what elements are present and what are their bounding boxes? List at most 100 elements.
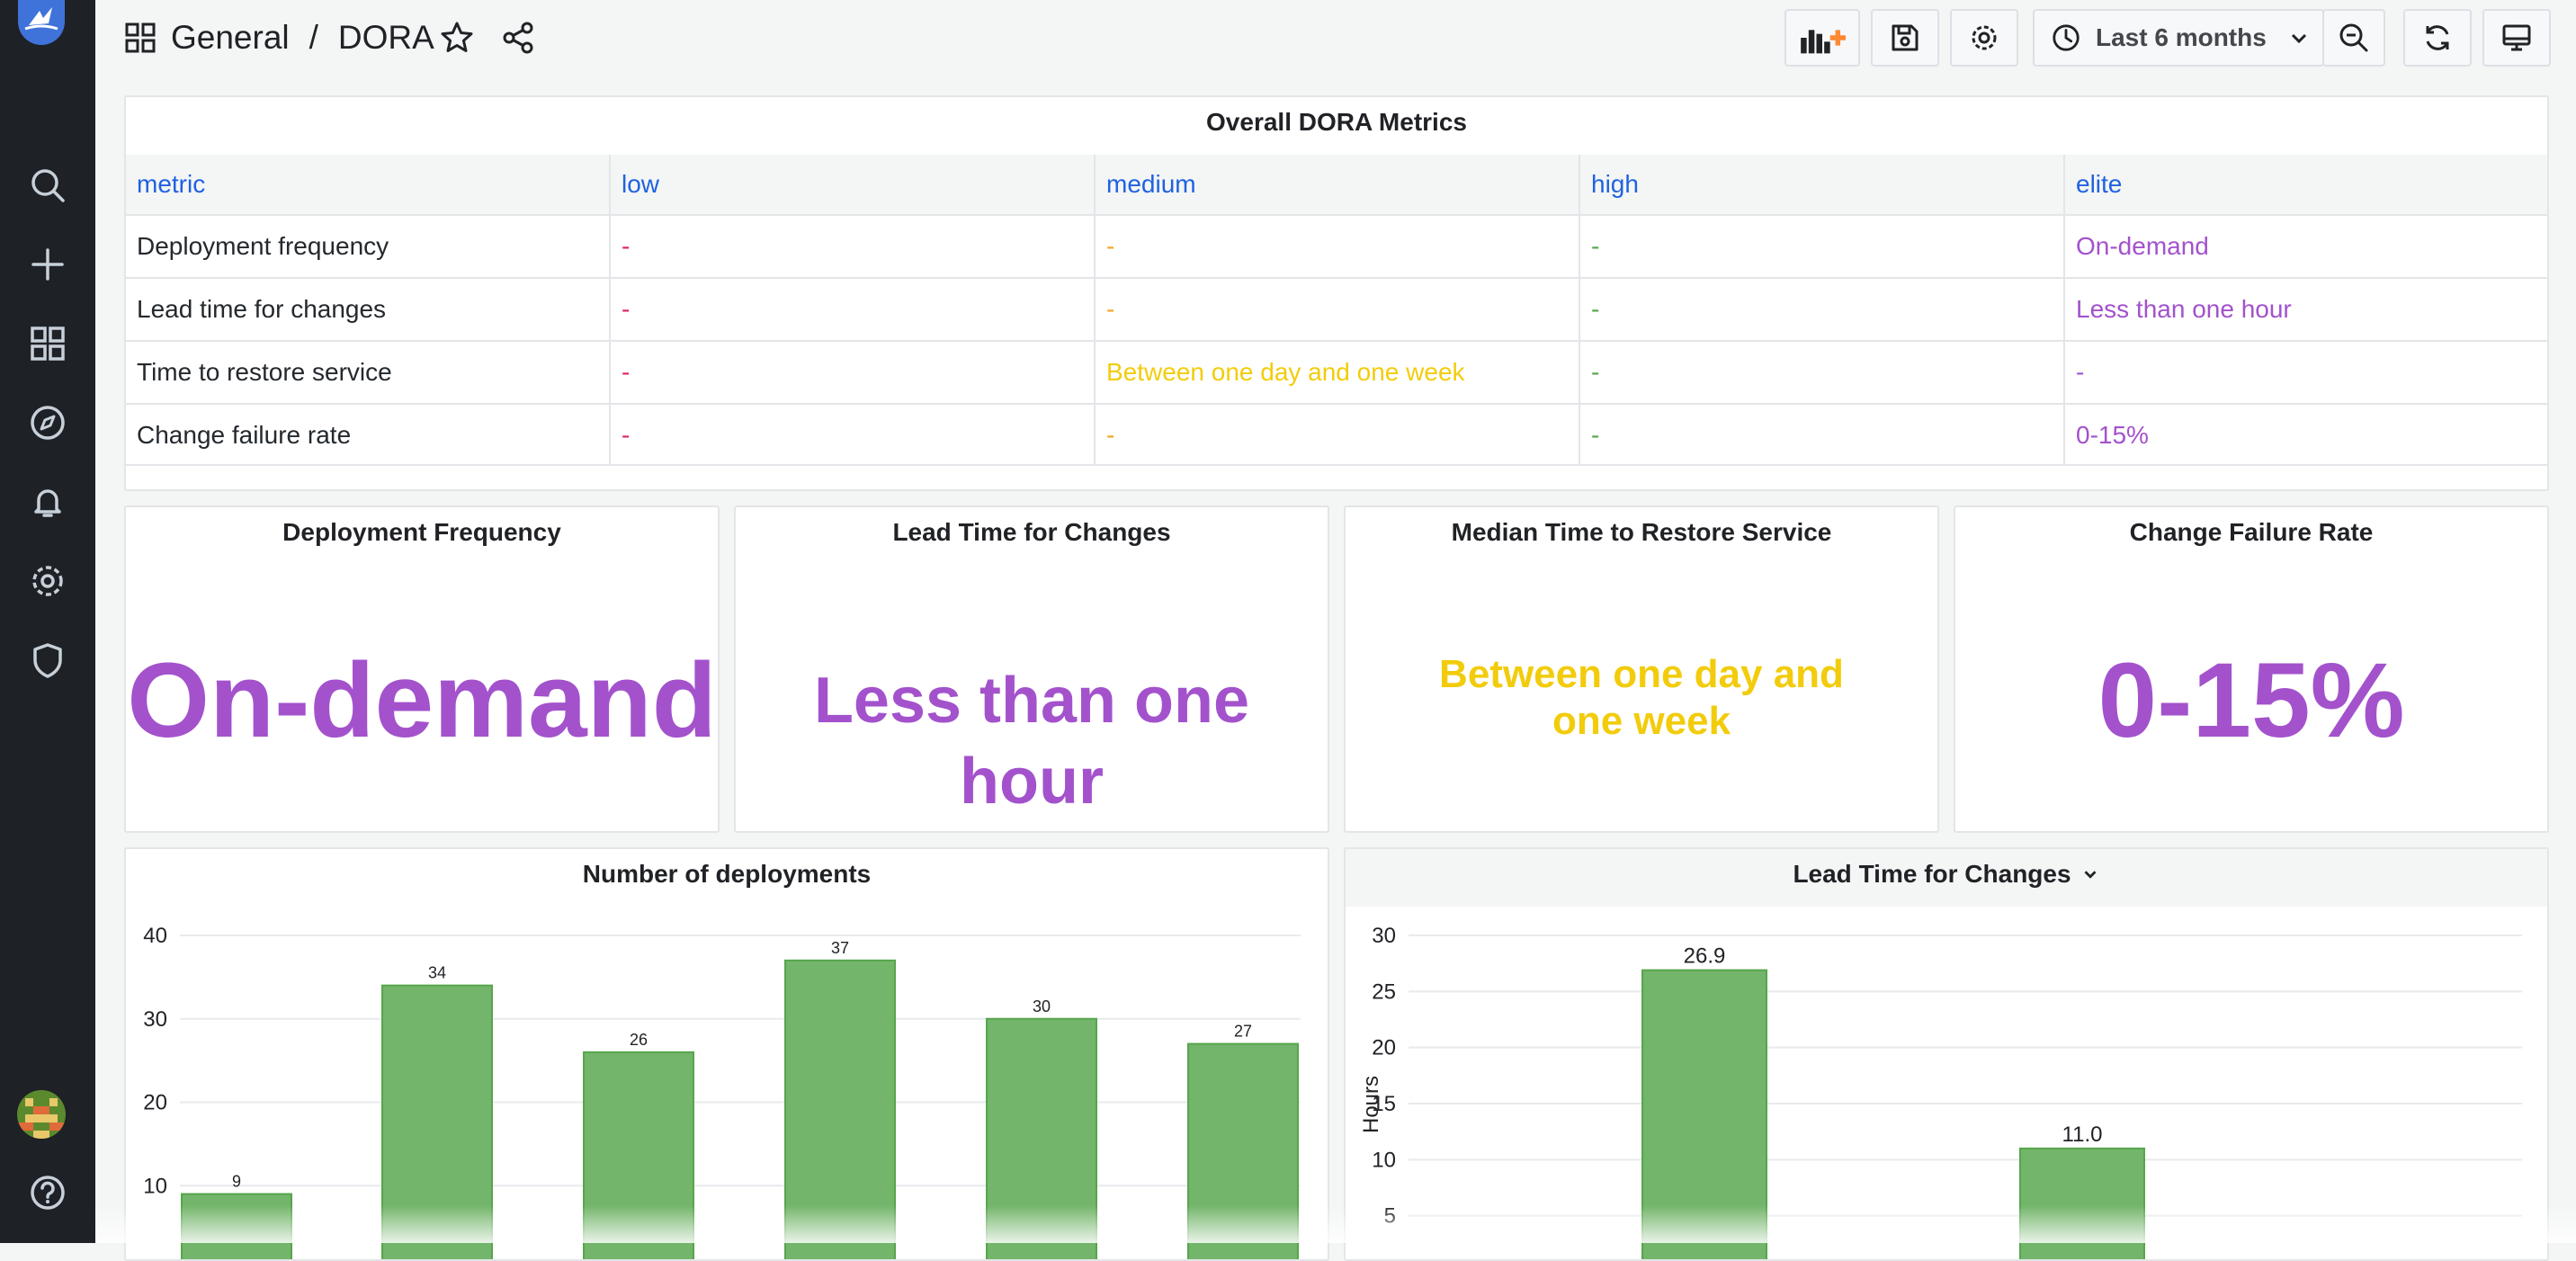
lead-time-bar-chart: 51015202530Hours26.911.0 — [1359, 924, 2522, 1259]
y-tick-label: 25 — [1372, 979, 1396, 1004]
panel-title: Median Time to Restore Service — [1451, 518, 1832, 546]
stat-value: Less than one hour — [813, 665, 1250, 818]
overall-dora-metrics-panel: Overall DORA Metrics metric low medium h… — [124, 95, 2549, 491]
panel-title: Lead Time for Changes — [1793, 860, 2071, 888]
column-header-metric[interactable]: metric — [126, 155, 611, 215]
elite-cell: On-demand — [2064, 214, 2547, 278]
breadcrumb-separator: / — [309, 19, 318, 56]
table-row: Lead time for changes - - - Less than on… — [126, 277, 2547, 341]
bar-value-label: 34 — [428, 964, 446, 982]
column-header-medium[interactable]: medium — [1095, 155, 1580, 215]
time-to-restore-stat-panel: Median Time to Restore Service Between o… — [1344, 505, 1939, 833]
low-cell: - — [610, 340, 1096, 404]
panel-title: Lead Time for Changes — [892, 518, 1171, 546]
share-icon[interactable] — [500, 20, 536, 56]
stat-value: On-demand — [127, 641, 717, 760]
breadcrumb-folder[interactable]: General — [171, 19, 290, 56]
panel-header[interactable] — [1346, 849, 2547, 907]
clock-icon — [2053, 24, 2080, 51]
bar-value-label: 27 — [1234, 1023, 1252, 1041]
column-header-high[interactable]: high — [1579, 155, 2065, 215]
y-tick-label: 30 — [1372, 924, 1396, 948]
metric-cell: Deployment frequency — [126, 214, 611, 278]
table-row: Deployment frequency - - - On-demand — [126, 214, 2547, 278]
breadcrumb-dashboard[interactable]: DORA — [337, 19, 434, 56]
refresh-icon — [2426, 25, 2449, 50]
settings-gear-icon — [1972, 25, 1997, 50]
panel-title-wrap[interactable]: Lead Time for Changes — [1346, 860, 2547, 889]
help-icon[interactable] — [24, 1169, 71, 1216]
bar-value-label: 26 — [630, 1031, 648, 1049]
lead-time-stat-panel: Lead Time for Changes Less than one hour — [734, 505, 1329, 833]
column-header-low[interactable]: low — [610, 155, 1096, 215]
home-logo-icon[interactable] — [16, 0, 67, 47]
save-dashboard-button[interactable] — [1871, 9, 1939, 67]
high-cell: - — [1579, 403, 2065, 466]
column-header-elite[interactable]: elite — [2064, 155, 2547, 215]
server-admin-shield-icon[interactable] — [24, 637, 71, 684]
zoom-out-button[interactable] — [2322, 9, 2385, 67]
panel-title: Overall DORA Metrics — [1206, 108, 1467, 136]
dashboards-grid-icon[interactable] — [24, 320, 71, 367]
side-menu — [0, 0, 95, 1243]
table-row: Time to restore service - Between one da… — [126, 340, 2547, 404]
user-avatar[interactable] — [17, 1090, 66, 1139]
lead-time-chart-panel: Lead Time for Changes 51015202530Hours26… — [1344, 847, 2549, 1261]
dashboard-grid-icon — [124, 22, 157, 54]
low-cell: - — [610, 403, 1096, 466]
chevron-down-icon — [2291, 33, 2306, 44]
elite-cell: 0-15% — [2064, 403, 2547, 466]
y-tick-label: 10 — [1372, 1148, 1396, 1172]
add-panel-button[interactable] — [1784, 9, 1860, 67]
search-icon[interactable] — [24, 162, 71, 209]
dashboard-settings-button[interactable] — [1950, 9, 2018, 67]
y-tick-label: 15 — [1372, 1092, 1396, 1116]
table-footer-divider — [126, 464, 2547, 466]
bar-value-label: 11.0 — [2062, 1122, 2103, 1147]
low-cell: - — [610, 214, 1096, 278]
medium-cell: Between one day and one week — [1095, 340, 1580, 404]
low-cell: - — [610, 277, 1096, 341]
time-range-label: Last 6 months — [2096, 23, 2267, 51]
bar-value-label: 30 — [1033, 997, 1051, 1015]
panel-title: Change Failure Rate — [2129, 518, 2374, 546]
explore-compass-icon[interactable] — [24, 399, 71, 446]
table-row: Change failure rate - - - 0-15% — [126, 403, 2547, 466]
time-range-picker[interactable]: Last 6 months — [2033, 9, 2324, 67]
metric-cell: Change failure rate — [126, 403, 611, 466]
metric-cell: Lead time for changes — [126, 277, 611, 341]
stat-value: 0-15% — [2097, 641, 2405, 760]
table-header-row: metric low medium high elite — [126, 155, 2547, 215]
breadcrumb: General / DORA — [171, 16, 434, 59]
elite-cell: Less than one hour — [2064, 277, 2547, 341]
y-tick-label: 10 — [143, 1174, 167, 1198]
stat-value: Between one day and one week — [1439, 652, 1844, 743]
high-cell: - — [1579, 340, 2065, 404]
deployments-bar-chart: 10 20 30 40 9 34 26 37 30 27 — [143, 924, 1301, 1259]
medium-cell: - — [1095, 403, 1580, 466]
zoom-out-icon — [2339, 23, 2368, 52]
add-panel-icon — [1801, 30, 1846, 54]
cycle-view-mode-button[interactable] — [2482, 9, 2551, 67]
medium-cell: - — [1095, 277, 1580, 341]
elite-cell: - — [2064, 340, 2547, 404]
change-failure-rate-stat-panel: Change Failure Rate 0-15% — [1954, 505, 2549, 833]
y-tick-label: 30 — [143, 1007, 167, 1032]
create-plus-icon[interactable] — [24, 241, 71, 288]
bar-value-label: 9 — [232, 1173, 241, 1191]
y-tick-label: 20 — [143, 1091, 167, 1115]
bar-value-label: 26.9 — [1684, 944, 1726, 969]
high-cell: - — [1579, 277, 2065, 341]
y-axis-label: Hours — [1359, 1076, 1383, 1133]
dora-metrics-table: metric low medium high elite Deployment … — [126, 155, 2547, 466]
scroll-fade — [95, 1205, 2576, 1243]
configuration-gear-icon[interactable] — [24, 558, 71, 604]
panel-title: Number of deployments — [582, 860, 872, 888]
star-favorite-icon[interactable] — [439, 20, 475, 56]
panel-title: Deployment Frequency — [282, 518, 561, 546]
chevron-down-icon — [2084, 871, 2097, 879]
high-cell: - — [1579, 214, 2065, 278]
alerting-bell-icon[interactable] — [24, 478, 71, 525]
deployment-frequency-stat-panel: Deployment Frequency On-demand — [124, 505, 720, 833]
refresh-button[interactable] — [2403, 9, 2472, 67]
